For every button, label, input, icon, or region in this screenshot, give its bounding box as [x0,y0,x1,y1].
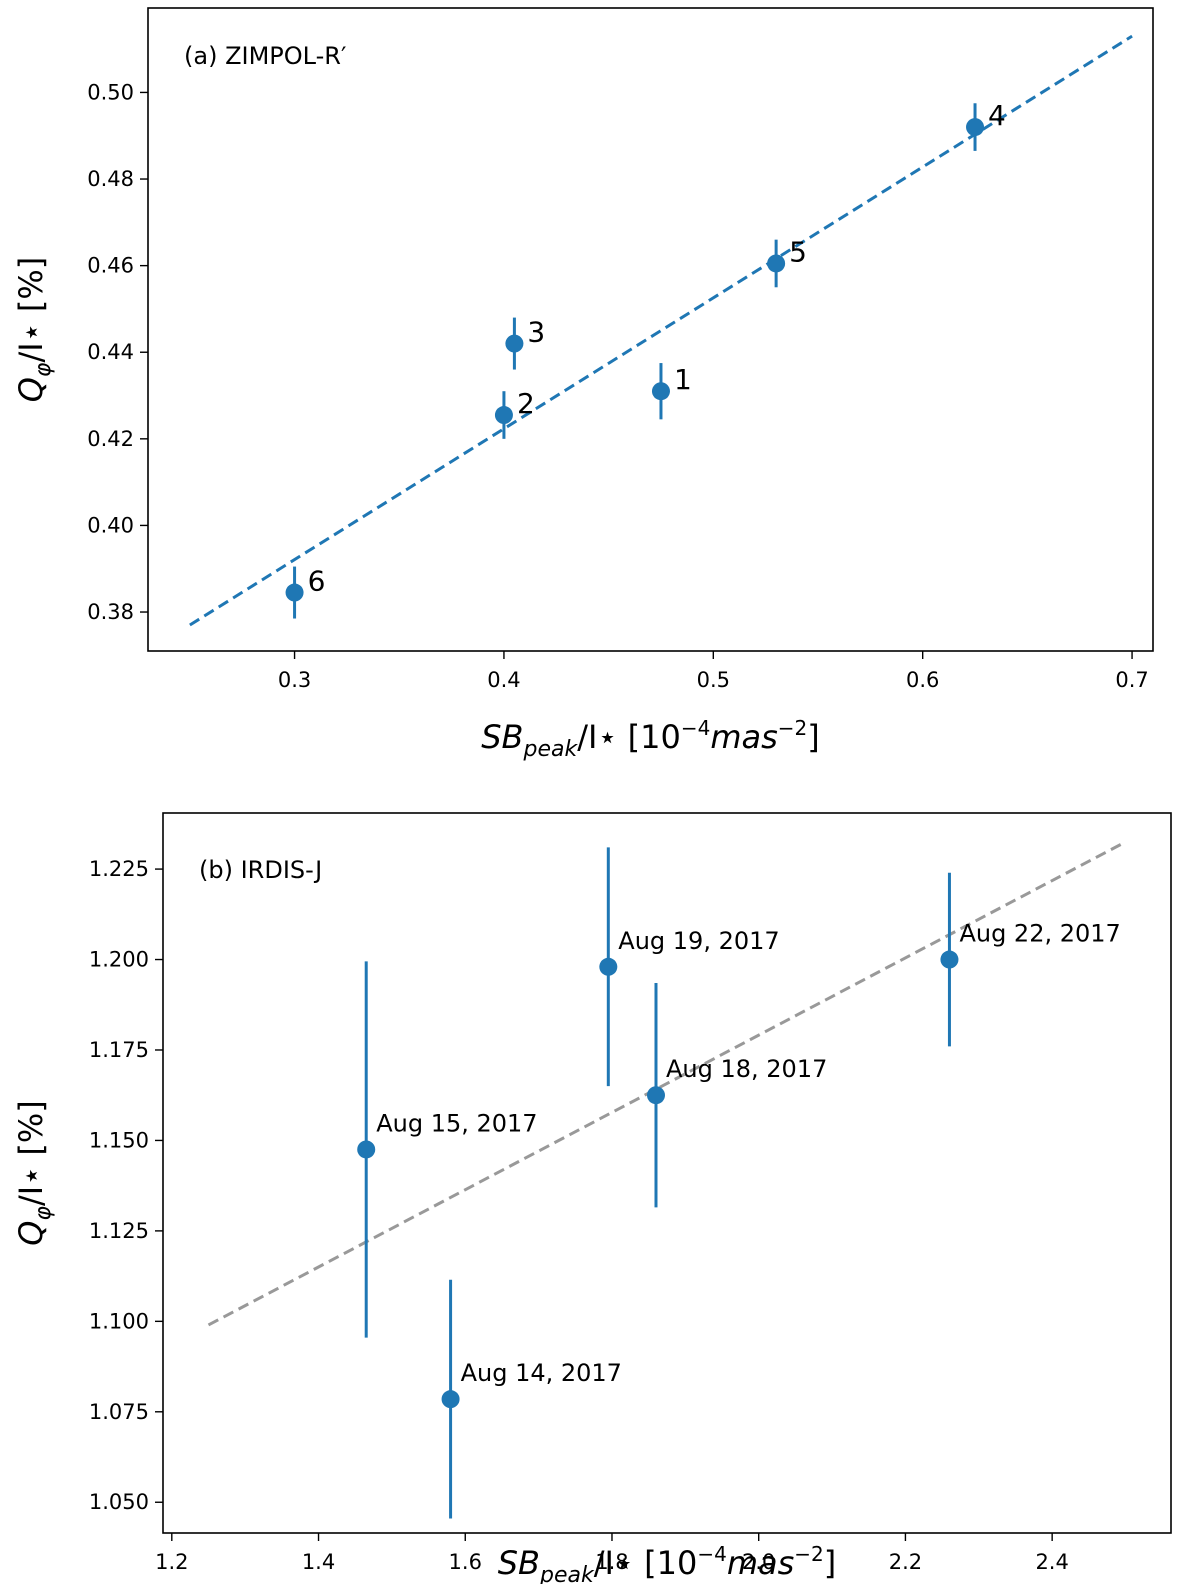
x-tick-label: 2.4 [1035,1550,1068,1574]
chart-panel-b: 1.2 1.4 1.6 1.8 2.0 2.2 2.4 1.050 1.075 1.100 1.12… [12,812,1172,1584]
point-label: Aug 14, 2017 [461,1359,622,1387]
y-tick-label: 1.175 [89,1038,149,1062]
y-tick-label: 0.48 [87,167,134,191]
point-label: Aug 22, 2017 [959,920,1120,948]
point-label: 3 [527,316,545,349]
data-point [646,1086,665,1105]
x-axis-label: SBpeak/I⋆ [10−4mas−2] [481,716,820,762]
data-point [441,1390,460,1409]
x-tick-label: 2.2 [889,1550,922,1574]
y-tick-label: 1.075 [89,1400,149,1424]
x-tick-label: 1.6 [449,1550,482,1574]
fit-line [207,840,1127,1327]
y-tick-label: 0.42 [87,427,134,451]
data-point [966,118,985,137]
y-tick-label: 1.225 [89,857,149,881]
x-tick-label: 0.7 [1115,668,1148,692]
axes-frame [162,812,1172,1534]
x-tick-label: 1.2 [155,1550,188,1574]
x-tick-label: 0.5 [697,668,730,692]
data-point [651,382,670,401]
point-label: 6 [308,565,326,598]
point-label: 5 [789,235,807,268]
y-tick-label: 1.125 [89,1219,149,1243]
y-tick-label: 1.100 [89,1309,149,1333]
x-axis-label: SBpeak/I⋆ [10−4mas−2] [498,1542,837,1584]
data-point [599,957,618,976]
y-tick-label: 0.40 [87,513,134,537]
x-tick-label: 0.4 [487,668,520,692]
point-label: 1 [674,363,692,396]
y-tick-label: 1.200 [89,948,149,972]
y-tick-label: 1.150 [89,1128,149,1152]
data-point [357,1140,376,1159]
axes-frame [147,7,1154,652]
y-tick-label: 0.44 [87,340,134,364]
x-tick-label: 0.3 [278,668,311,692]
point-label: Aug 19, 2017 [618,927,779,955]
point-label: Aug 18, 2017 [666,1055,827,1083]
data-point [767,254,786,273]
y-tick-label: 0.46 [87,254,134,278]
y-axis-label: Qφ/I⋆ [%] [12,257,56,403]
data-point [494,406,513,425]
point-label: Aug 15, 2017 [376,1109,537,1137]
x-tick-label: 0.6 [906,668,939,692]
data-point [940,950,959,969]
chart-panel-a: 0.3 0.4 0.5 0.6 0.7 0.38 0.40 0.42 0.44 0.46 0.48 0… [12,7,1154,762]
x-tick-label: 2.0 [742,1550,775,1574]
y-tick-label: 0.50 [87,80,134,104]
y-tick-label: 1.050 [89,1490,149,1514]
y-axis-label: Qφ/I⋆ [%] [12,1100,56,1246]
x-tick-label: 1.8 [595,1550,628,1574]
point-label: 2 [517,387,535,420]
point-label: 4 [988,99,1006,132]
panel-label: (b) IRDIS-J [199,856,322,884]
x-tick-label: 1.4 [302,1550,335,1574]
y-tick-label: 0.38 [87,600,134,624]
data-point [285,583,304,602]
panel-label: (a) ZIMPOL-R′ [184,42,346,70]
data-point [505,334,524,353]
